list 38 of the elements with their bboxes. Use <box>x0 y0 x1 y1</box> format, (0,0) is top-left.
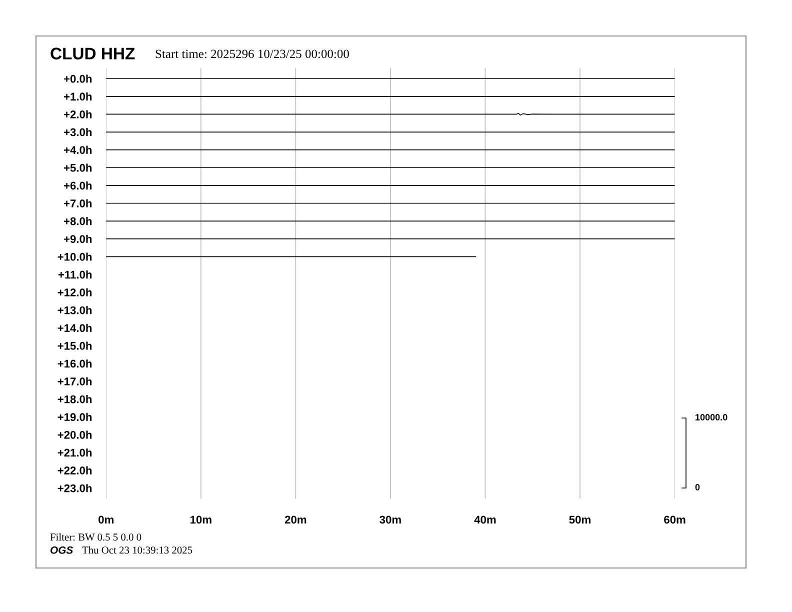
y-tick-label: +18.0h <box>58 395 92 404</box>
y-tick-label: +8.0h <box>64 217 92 226</box>
y-tick-label: +16.0h <box>58 359 92 368</box>
x-tick-label: 10m <box>190 516 212 524</box>
y-tick-label: +22.0h <box>58 466 92 474</box>
text: 0 <box>695 484 700 490</box>
text: 10000.0 <box>696 414 728 420</box>
x-tick-label: 0m <box>98 516 114 524</box>
y-tick-label: +3.0h <box>64 128 92 136</box>
y-tick-label: +12.0h <box>58 288 92 296</box>
y-tick-label: +11.0h <box>58 270 92 279</box>
y-tick-label: +5.0h <box>64 164 92 172</box>
x-tick-label: 50m <box>569 516 590 524</box>
y-tick-label: +4.0h <box>64 146 92 154</box>
chart-title: CLUD HHZ <box>50 48 135 60</box>
y-tick-label: +1.0h <box>64 92 92 101</box>
y-tick-label: +20.0h <box>58 430 92 439</box>
x-tick-label: 60m <box>664 516 686 524</box>
y-tick-label: +15.0h <box>58 342 92 350</box>
y-tick-label: +17.0h <box>58 377 92 386</box>
y-tick-label: +10.0h <box>58 252 92 261</box>
text: Thu Oct 23 10:39:13 2025 <box>82 546 192 554</box>
y-tick-label: +19.0h <box>58 412 92 422</box>
chart-subtitle: Start time: 2025296 10/23/25 00:00:00 <box>156 50 349 58</box>
y-tick-label: +13.0h <box>58 306 92 314</box>
text: Filter: BW 0.5 5 0.0 0 <box>50 533 142 541</box>
y-tick-label: +0.0h <box>64 74 92 83</box>
y-tick-label: +14.0h <box>58 324 92 332</box>
x-tick-label: 40m <box>474 516 496 524</box>
x-tick-label: 20m <box>284 516 306 524</box>
y-tick-label: +7.0h <box>64 199 92 208</box>
y-tick-label: +2.0h <box>64 110 92 118</box>
x-tick-label: 30m <box>380 516 401 524</box>
y-tick-label: +9.0h <box>64 234 92 243</box>
y-tick-label: +21.0h <box>58 448 92 457</box>
y-tick-label: +23.0h <box>58 484 92 492</box>
y-tick-label: +6.0h <box>64 181 92 190</box>
text: OGS <box>50 546 74 554</box>
